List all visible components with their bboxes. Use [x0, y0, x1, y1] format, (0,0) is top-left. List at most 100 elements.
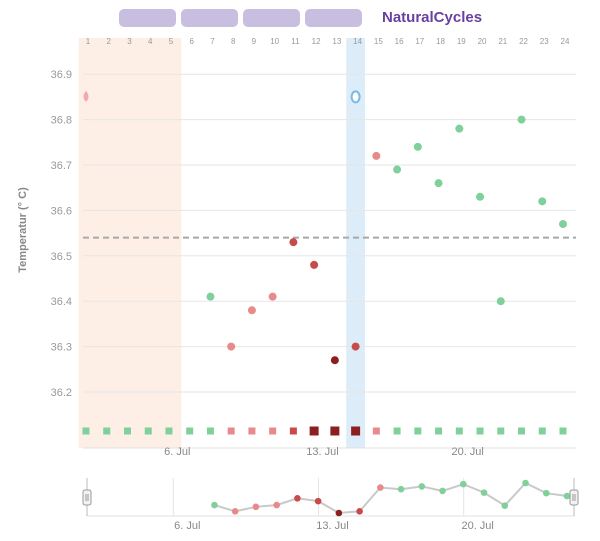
day-status-square[interactable]: [103, 427, 111, 435]
navigator-point: [273, 501, 280, 509]
temperature-point[interactable]: [393, 165, 402, 174]
temperature-point[interactable]: [247, 306, 256, 315]
temperature-point[interactable]: [227, 342, 236, 351]
navigator-point: [252, 503, 260, 511]
day-status-square[interactable]: [497, 427, 505, 435]
day-number: 18: [436, 37, 445, 46]
y-tick-label: 36.2: [51, 387, 72, 399]
x-tick-label: 6. Jul: [164, 446, 190, 458]
day-status-square[interactable]: [455, 427, 463, 435]
day-number: 10: [270, 37, 279, 46]
y-tick-label: 36.6: [51, 205, 72, 217]
day-number: 19: [457, 37, 466, 46]
temperature-point[interactable]: [538, 197, 547, 206]
day-status-square[interactable]: [330, 426, 340, 436]
x-tick-label: 20. Jul: [451, 446, 483, 458]
temperature-point[interactable]: [517, 115, 526, 124]
navigator-point: [211, 501, 218, 509]
day-number: 16: [395, 37, 404, 46]
y-tick-label: 36.8: [51, 115, 72, 127]
day-number: 2: [107, 37, 112, 46]
brand-logo-text: NaturalCycles: [382, 9, 483, 26]
day-number: 6: [189, 37, 194, 46]
day-number: 7: [210, 37, 215, 46]
day-status-square[interactable]: [414, 427, 422, 435]
temperature-point[interactable]: [268, 292, 277, 301]
day-status-square[interactable]: [144, 427, 152, 435]
day-status-square[interactable]: [309, 426, 319, 436]
navigator-point: [377, 484, 384, 491]
day-status-square[interactable]: [435, 427, 443, 435]
period-band: [78, 38, 182, 448]
navigator-left-handle[interactable]: [82, 489, 92, 506]
day-status-square[interactable]: [372, 427, 380, 435]
day-number: 13: [332, 37, 341, 46]
day-status-square[interactable]: [518, 427, 526, 435]
temperature-point[interactable]: [476, 192, 485, 201]
navigator-point: [418, 483, 426, 490]
y-tick-label: 36.7: [51, 160, 72, 172]
day-number: 17: [415, 37, 424, 46]
day-number: 11: [291, 37, 300, 46]
navigator-point: [501, 502, 509, 509]
temperature-point[interactable]: [413, 142, 422, 151]
y-tick-label: 36.4: [51, 296, 72, 308]
tab-2[interactable]: [181, 9, 238, 27]
day-number: 22: [519, 37, 528, 46]
day-status-square[interactable]: [393, 427, 401, 435]
day-status-square[interactable]: [476, 427, 484, 435]
day-number: 23: [540, 37, 549, 46]
day-number: 9: [252, 37, 257, 46]
day-status-square[interactable]: [123, 427, 131, 435]
temperature-point[interactable]: [310, 260, 319, 269]
navigator-point: [439, 487, 446, 495]
navigator-point: [356, 508, 363, 515]
day-status-square[interactable]: [165, 427, 173, 435]
day-status-square[interactable]: [559, 427, 567, 435]
day-number: 4: [148, 37, 153, 46]
temperature-point[interactable]: [434, 179, 443, 188]
day-status-square[interactable]: [82, 427, 90, 435]
temperature-point[interactable]: [330, 356, 339, 365]
day-number: 14: [353, 37, 362, 46]
temperature-point[interactable]: [289, 238, 298, 247]
temperature-point[interactable]: [206, 292, 215, 301]
temperature-point[interactable]: [351, 342, 360, 351]
day-status-square[interactable]: [248, 427, 256, 435]
ovulation-egg-icon: [350, 90, 361, 104]
navigator-tick-label: 13. Jul: [316, 520, 348, 532]
day-status-square[interactable]: [289, 427, 297, 435]
day-number: 21: [498, 37, 507, 46]
day-status-square[interactable]: [351, 426, 361, 436]
y-tick-label: 36.9: [51, 69, 72, 81]
navigator-tick-label: 20. Jul: [461, 520, 493, 532]
y-tick-label: 36.5: [51, 251, 72, 263]
day-status-square[interactable]: [206, 427, 214, 435]
day-number: 5: [169, 37, 174, 46]
tab-1[interactable]: [119, 9, 176, 27]
day-number: 3: [127, 37, 132, 46]
day-status-square[interactable]: [269, 427, 277, 435]
navigator-point: [294, 494, 301, 502]
day-number: 8: [231, 37, 236, 46]
navigator-point: [460, 480, 467, 488]
day-status-square[interactable]: [186, 427, 194, 435]
navigator-series-line: [214, 481, 568, 515]
day-status-square[interactable]: [538, 427, 546, 435]
y-tick-label: 36.3: [51, 342, 72, 354]
temperature-point[interactable]: [372, 151, 381, 160]
navigator-right-handle[interactable]: [569, 489, 579, 506]
navigator-point: [335, 509, 343, 517]
tab-4[interactable]: [305, 9, 362, 27]
navigator-point: [314, 497, 322, 505]
temperature-point[interactable]: [455, 124, 464, 133]
day-number: 24: [561, 37, 570, 46]
day-status-square[interactable]: [227, 427, 235, 435]
navigator-point: [542, 489, 550, 497]
tab-3[interactable]: [243, 9, 300, 27]
temperature-point[interactable]: [496, 297, 505, 306]
ovulation-band: [346, 38, 365, 448]
temperature-point[interactable]: [559, 220, 567, 229]
navigator-point: [397, 485, 405, 493]
